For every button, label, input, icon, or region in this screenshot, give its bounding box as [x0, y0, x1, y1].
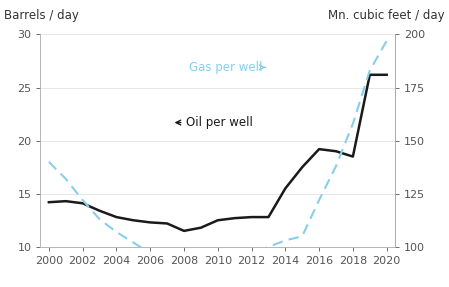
Text: Barrels / day: Barrels / day [4, 9, 79, 22]
Text: Gas per well: Gas per well [189, 61, 265, 74]
Text: Oil per well: Oil per well [176, 116, 253, 129]
Text: Mn. cubic feet / day: Mn. cubic feet / day [328, 9, 445, 22]
